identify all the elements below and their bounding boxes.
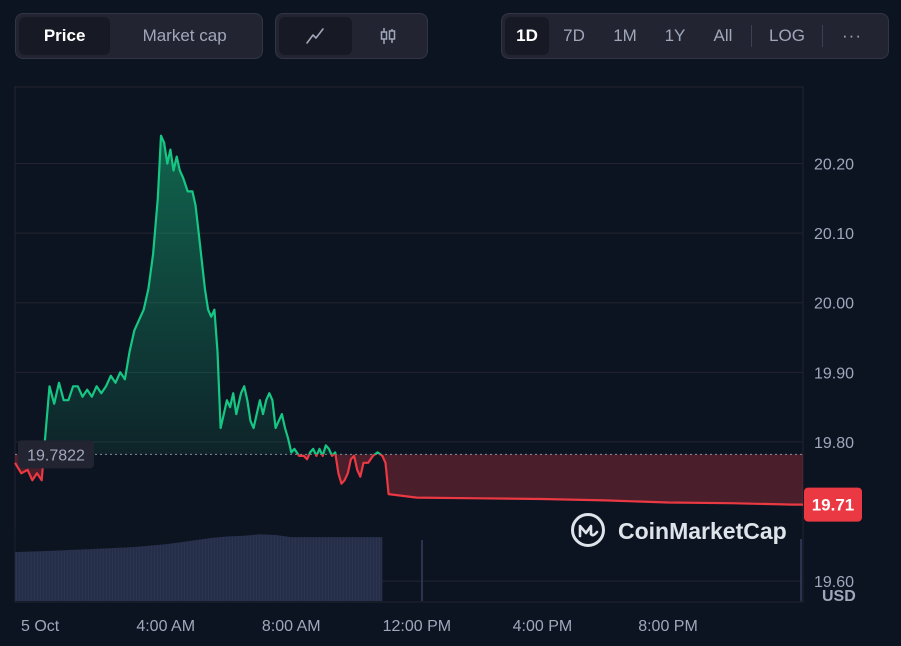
x-tick-label: 4:00 AM xyxy=(136,618,195,635)
x-tick-label: 12:00 PM xyxy=(383,618,451,635)
y-tick-label: 20.10 xyxy=(814,226,854,243)
x-tick-label: 8:00 PM xyxy=(638,618,698,635)
current-price-label: 19.71 xyxy=(812,496,855,515)
x-tick-label: 4:00 PM xyxy=(513,618,573,635)
coinmarketcap-logo-icon xyxy=(571,513,605,547)
more-divider xyxy=(822,25,823,47)
tab-market-cap[interactable]: Market cap xyxy=(142,26,227,45)
y-tick-label: 19.90 xyxy=(814,365,854,382)
range-group: 1D 7D 1M 1Y All LOG ··· xyxy=(501,13,889,59)
y-tick-label: 19.60 xyxy=(814,574,854,591)
candlestick-icon xyxy=(380,28,395,44)
range-all[interactable]: All xyxy=(713,26,733,45)
volume-bars xyxy=(14,530,802,601)
range-divider xyxy=(751,25,752,47)
current-price-badge: 19.71 xyxy=(804,487,862,522)
log-toggle[interactable]: LOG xyxy=(769,26,805,45)
watermark-text: CoinMarketCap xyxy=(618,518,787,544)
range-1m[interactable]: 1M xyxy=(613,26,637,45)
x-tick-label: 8:00 AM xyxy=(262,618,321,635)
volume-area xyxy=(15,534,383,601)
y-axis: 19.60 19.80 19.90 20.00 20.10 20.20 xyxy=(814,157,854,592)
range-1d[interactable]: 1D xyxy=(505,17,549,55)
range-1y[interactable]: 1Y xyxy=(664,26,686,45)
price-area-above-open xyxy=(15,135,803,455)
open-price-badge: 19.7822 xyxy=(18,440,94,469)
tab-price[interactable]: Price xyxy=(19,17,111,55)
y-tick-label: 20.20 xyxy=(814,157,854,174)
chart-type-group xyxy=(275,13,428,59)
x-axis: 5 Oct 4:00 AM 8:00 AM 12:00 PM 4:00 PM 8:00 P… xyxy=(21,618,698,635)
volume-bar xyxy=(800,539,802,601)
price-line-down xyxy=(14,454,803,506)
range-7d[interactable]: 7D xyxy=(563,26,585,45)
price-area-below-open xyxy=(15,454,803,505)
volume-bar xyxy=(421,540,423,601)
x-tick-label: 5 Oct xyxy=(21,618,60,635)
y-tick-label: 19.80 xyxy=(814,435,854,452)
line-chart-button[interactable] xyxy=(279,17,352,55)
price-area xyxy=(15,135,803,505)
plot-frame xyxy=(14,86,804,603)
watermark: CoinMarketCap xyxy=(571,513,787,547)
price-line-up xyxy=(42,134,383,455)
metric-tab-group: Price Market cap xyxy=(15,13,263,59)
currency-label: USD xyxy=(822,588,856,605)
price-line xyxy=(14,134,803,506)
more-options-button[interactable]: ··· xyxy=(842,26,862,45)
line-chart-icon xyxy=(306,28,325,44)
y-tick-label: 20.00 xyxy=(814,296,854,313)
open-price-label: 19.7822 xyxy=(27,447,85,464)
candlestick-button[interactable] xyxy=(352,17,425,55)
